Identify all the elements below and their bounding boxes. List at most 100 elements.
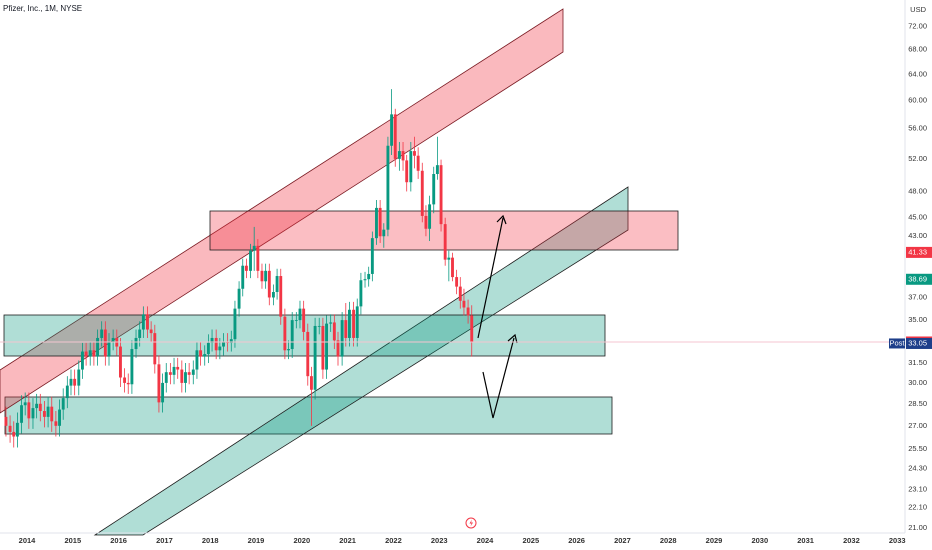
y-tick-label: 35.00 [908, 315, 927, 324]
candle-body [409, 151, 413, 183]
candle-body [390, 114, 394, 146]
candle-body [111, 337, 115, 342]
candle-body [275, 276, 279, 293]
candle-body [187, 372, 191, 375]
y-tick-label: 31.50 [908, 358, 927, 367]
candle-body [283, 316, 287, 351]
y-tick-label: 21.00 [908, 523, 927, 532]
candle-body [416, 155, 420, 171]
candle-body [149, 329, 153, 334]
candle-body [428, 204, 432, 229]
candle-body [233, 308, 237, 340]
candle-body [256, 245, 260, 271]
candle-body [130, 349, 134, 385]
candle-body [313, 325, 317, 390]
candle-body [329, 322, 333, 324]
candle-body [180, 369, 184, 383]
candle-body [35, 403, 39, 409]
candle-body [164, 372, 168, 383]
candle-body [65, 385, 69, 399]
price-badge [906, 273, 932, 285]
candle-body [20, 405, 23, 423]
candle-body [199, 350, 203, 357]
candle-body [378, 207, 382, 237]
x-tick-label: 2018 [202, 536, 219, 545]
candle-body [298, 308, 302, 321]
candle-body [325, 323, 328, 370]
candles [0, 89, 905, 448]
candle-body [439, 165, 443, 225]
candle-body [69, 378, 73, 386]
candle-body [271, 292, 275, 298]
price-badge [906, 337, 932, 349]
candle-body [88, 350, 92, 357]
candle-body [96, 337, 99, 357]
price-badge-label: 33.05 [908, 338, 927, 347]
candle-body [153, 333, 157, 365]
candle-body [264, 270, 268, 282]
x-tick-label: 2029 [706, 536, 723, 545]
candle-body [397, 151, 401, 159]
candle-body [103, 329, 107, 357]
candle-body [336, 340, 340, 357]
candle-body [317, 325, 321, 327]
x-tick-label: 2025 [522, 536, 539, 545]
candle-body [134, 337, 138, 350]
candle-body [203, 354, 207, 357]
candle-body [8, 425, 12, 432]
candle-body [267, 270, 271, 298]
candle-body [435, 165, 439, 175]
candle-body [61, 398, 65, 410]
x-tick-label: 2017 [156, 536, 173, 545]
candle-body [23, 402, 27, 406]
candle-body [290, 320, 294, 350]
y-tick-label: 37.00 [908, 292, 927, 301]
candle-body [172, 366, 176, 375]
candle-body [359, 280, 363, 307]
price-badge [906, 246, 932, 258]
candle-body [31, 408, 35, 419]
x-tick-label: 2024 [477, 536, 495, 545]
x-tick-label: 2026 [568, 536, 585, 545]
support-zone [4, 396, 613, 435]
x-tick-label: 2021 [339, 536, 356, 545]
candle-body [168, 372, 172, 375]
candle-body [27, 402, 31, 419]
x-tick-label: 2016 [110, 536, 127, 545]
candle-body [157, 364, 161, 403]
candle-body [92, 350, 96, 357]
candle-body [146, 314, 149, 330]
x-tick-label: 2027 [614, 536, 631, 545]
arrow-up [477, 217, 504, 339]
x-tick-label: 2033 [889, 536, 906, 545]
candle-body [58, 409, 61, 426]
price-badge-label: 41.33 [908, 247, 927, 256]
candle-body [222, 341, 225, 347]
candle-body [382, 229, 386, 237]
candle-body [249, 250, 252, 271]
y-tick-label: 25.50 [908, 444, 927, 453]
x-tick-label: 2015 [64, 536, 81, 545]
candle-body [401, 151, 405, 161]
y-tick-label: 48.00 [908, 186, 927, 195]
price-tag-box [889, 338, 905, 349]
axes: 72.00 68.00 64.00 60.00 56.00 52.00 48.00 45.00… [19, 21, 932, 545]
y-tick-label: 24.30 [908, 464, 927, 473]
candle-body [321, 325, 325, 370]
chart-title: Pfizer, Inc., 1M, NYSE [3, 4, 82, 13]
y-tick-label: 56.00 [908, 124, 927, 133]
candle-body [367, 273, 371, 280]
candle-body [355, 306, 359, 338]
candle-body [141, 314, 145, 330]
candle-body [42, 411, 46, 417]
x-tick-label: 2019 [248, 536, 265, 545]
candle-body [195, 350, 199, 370]
event-icon-bolt [469, 519, 473, 527]
candle-body [447, 257, 451, 260]
candle-body [348, 309, 351, 338]
candle-body [126, 382, 130, 385]
green-channel [93, 186, 629, 536]
candle-body [54, 421, 58, 426]
y-tick-label: 23.10 [908, 484, 927, 493]
candle-body [279, 276, 283, 317]
